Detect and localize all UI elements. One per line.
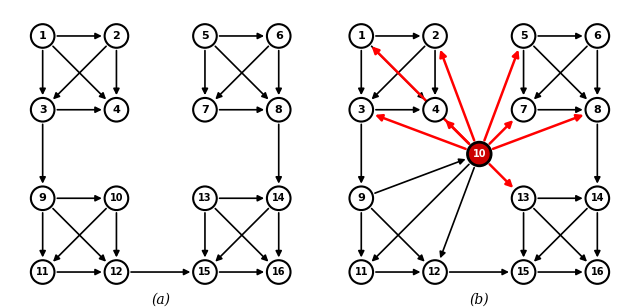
Text: 15: 15 [198,267,212,277]
Circle shape [193,24,217,48]
Text: 4: 4 [431,105,439,115]
Circle shape [31,98,54,122]
Circle shape [512,98,536,122]
Circle shape [267,98,291,122]
Text: 5: 5 [520,31,527,41]
Text: 1: 1 [39,31,47,41]
Circle shape [193,186,217,210]
Text: 13: 13 [517,193,531,203]
Text: 3: 3 [39,105,47,115]
Text: 5: 5 [201,31,209,41]
Text: 11: 11 [355,267,368,277]
Circle shape [512,186,536,210]
Circle shape [193,98,217,122]
Circle shape [423,24,447,48]
Text: 1: 1 [357,31,365,41]
Text: 10: 10 [109,193,123,203]
Circle shape [349,24,373,48]
Text: 12: 12 [109,267,123,277]
Circle shape [267,24,291,48]
Circle shape [267,186,291,210]
Text: 7: 7 [201,105,209,115]
Circle shape [267,260,291,284]
Circle shape [586,24,609,48]
Text: 8: 8 [275,105,283,115]
Text: (a): (a) [151,293,170,307]
Text: 9: 9 [357,193,365,203]
Circle shape [423,260,447,284]
Text: 8: 8 [593,105,601,115]
Text: 2: 2 [113,31,120,41]
Text: 9: 9 [39,193,47,203]
Text: 14: 14 [591,193,604,203]
Circle shape [349,260,373,284]
Text: 15: 15 [517,267,531,277]
Circle shape [193,260,217,284]
Text: 11: 11 [36,267,49,277]
Text: 16: 16 [272,267,285,277]
Text: 3: 3 [358,105,365,115]
Circle shape [104,98,128,122]
Text: 13: 13 [198,193,212,203]
Text: 16: 16 [591,267,604,277]
Circle shape [586,260,609,284]
Text: 6: 6 [275,31,283,41]
Text: 12: 12 [428,267,442,277]
Text: 2: 2 [431,31,439,41]
Text: 14: 14 [272,193,285,203]
Circle shape [467,142,491,166]
Circle shape [586,186,609,210]
Text: (b): (b) [470,293,489,307]
Circle shape [512,24,536,48]
Circle shape [104,24,128,48]
Circle shape [104,260,128,284]
Circle shape [31,24,54,48]
Text: 7: 7 [520,105,527,115]
Circle shape [349,98,373,122]
Circle shape [31,260,54,284]
Text: 4: 4 [113,105,120,115]
Circle shape [349,186,373,210]
Circle shape [586,98,609,122]
Circle shape [423,98,447,122]
Circle shape [31,186,54,210]
Text: 10: 10 [472,149,486,159]
Text: 6: 6 [593,31,601,41]
Circle shape [104,186,128,210]
Circle shape [512,260,536,284]
